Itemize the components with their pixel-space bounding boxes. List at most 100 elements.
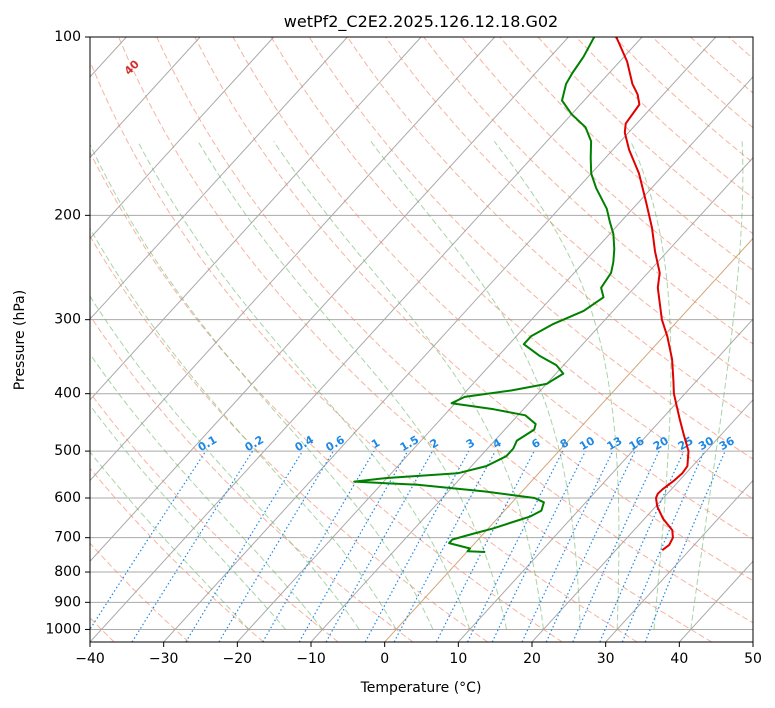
y-tick-label: 1000 xyxy=(45,621,81,637)
y-tick-label: 300 xyxy=(54,312,81,328)
mixing-ratio-label: 4 xyxy=(491,436,504,451)
chart-title: wetPf2_C2E2.2025.126.12.18.G02 xyxy=(284,12,558,32)
isotherm-line xyxy=(310,156,753,642)
moist-adiabat xyxy=(90,451,250,630)
dry-adiabat xyxy=(537,37,753,235)
mixing-ratio-line xyxy=(364,450,470,642)
dry-adiabat xyxy=(90,235,488,642)
isotherm-line xyxy=(90,37,496,482)
background-lines xyxy=(90,37,775,642)
moist-adiabat xyxy=(197,141,508,630)
y-tick-label: 500 xyxy=(54,443,81,459)
x-tick-label: 50 xyxy=(744,651,762,667)
moist-adiabat xyxy=(90,404,286,630)
x-tick-label: 40 xyxy=(670,651,688,667)
dry-adiabat xyxy=(90,151,563,642)
mixing-ratio-label: 16 xyxy=(627,434,647,453)
isotherm-line xyxy=(90,37,348,320)
moist-adiabat xyxy=(493,140,620,630)
dry-adiabat xyxy=(156,37,753,624)
mixing-ratio-line xyxy=(644,450,726,642)
isotherm-line xyxy=(90,37,643,642)
mixing-ratio-line xyxy=(393,450,496,642)
dry-adiabat xyxy=(90,542,190,642)
isotherm-line xyxy=(605,479,753,642)
mixing-ratio-line xyxy=(185,450,304,642)
moist-adiabat xyxy=(90,143,434,630)
isotherm-line xyxy=(752,641,753,642)
mixing-ratio-line xyxy=(218,450,334,642)
x-tick-label: −20 xyxy=(223,651,253,667)
isotherm-line xyxy=(90,37,275,240)
mixing-ratio-label: 1 xyxy=(369,436,382,451)
mixing-ratio-label: 8 xyxy=(558,436,571,451)
mixing-ratio-label: 3 xyxy=(464,436,477,451)
y-tick-label: 800 xyxy=(54,564,81,580)
temperature-line xyxy=(615,37,690,551)
mixing-ratio-line xyxy=(621,450,705,642)
dry-adiabat xyxy=(270,37,753,500)
dry-adiabat xyxy=(575,37,753,199)
y-tick-label: 600 xyxy=(54,490,81,506)
mixing-ratio-line xyxy=(466,450,564,642)
dry-adiabat xyxy=(346,37,753,421)
mixing-ratio-line xyxy=(599,450,685,642)
y-tick-label: 200 xyxy=(54,207,81,223)
mixing-ratio-line xyxy=(262,450,375,642)
isotherm-line xyxy=(163,37,717,642)
mixing-ratio-line xyxy=(325,450,434,642)
mixing-ratio-line xyxy=(545,450,636,642)
isotherm-line xyxy=(384,237,753,642)
moist-adiabat xyxy=(90,295,360,630)
moist-adiabat xyxy=(370,140,581,630)
mixing-ratio-line xyxy=(131,450,254,642)
dry-adiabat xyxy=(90,314,414,642)
x-tick-label: −40 xyxy=(75,651,105,667)
axis-ticks: −40 −30 −20 −10 0 10 20 30 40 50 100 200 300 400 500 60… xyxy=(45,29,762,667)
moist-adiabat xyxy=(630,141,672,630)
y-axis-label: Pressure (hPa) xyxy=(12,290,28,390)
mixing-ratio-line xyxy=(435,450,535,642)
x-axis-label: Temperature (°C) xyxy=(360,680,482,696)
mixing-ratio-label: 20 xyxy=(651,434,671,453)
isotherm-line xyxy=(90,37,422,401)
isotherm-line xyxy=(531,399,753,642)
dry-adiabat xyxy=(690,37,753,94)
dry-adiabat xyxy=(90,391,339,642)
x-tick-label: −10 xyxy=(296,651,326,667)
isotherm-line xyxy=(90,37,201,159)
dry-adiabat xyxy=(728,37,753,60)
mixing-ratio-label: 2 xyxy=(428,436,441,451)
mixing-ratio-line xyxy=(90,450,207,631)
mixing-ratio-label: 10 xyxy=(577,434,597,453)
y-tick-label: 400 xyxy=(54,386,81,402)
x-tick-label: 20 xyxy=(523,651,541,667)
dry-adiabat xyxy=(461,37,753,308)
profile-lines xyxy=(353,37,690,553)
isotherm-line xyxy=(457,318,753,642)
y-tick-label: 700 xyxy=(54,530,81,546)
mixing-ratio-label: 13 xyxy=(605,434,625,453)
moist-adiabat xyxy=(690,141,744,630)
mixing-ratio-label: 30 xyxy=(696,434,716,453)
x-tick-label: 30 xyxy=(597,651,615,667)
dewpoint-line xyxy=(353,37,616,553)
moist-adiabat xyxy=(273,141,544,630)
y-tick-label: 100 xyxy=(54,29,81,45)
isotherm-line xyxy=(90,37,569,563)
dry-adiabat xyxy=(90,467,264,642)
dry-adiabat-label: 40 xyxy=(122,57,142,77)
x-tick-label: −30 xyxy=(149,651,179,667)
dry-adiabat xyxy=(90,60,638,642)
plot-frame xyxy=(89,36,754,643)
dry-adiabat xyxy=(767,37,775,642)
dry-adiabat xyxy=(194,37,753,582)
x-tick-label: 10 xyxy=(449,651,467,667)
mixing-ratio-line xyxy=(491,450,586,642)
mixing-ratio-label: 6 xyxy=(529,436,542,451)
moist-adiabat xyxy=(90,353,323,630)
dry-adiabat xyxy=(385,37,753,383)
x-tick-label: 0 xyxy=(380,651,389,667)
y-tick-label: 900 xyxy=(54,594,81,610)
